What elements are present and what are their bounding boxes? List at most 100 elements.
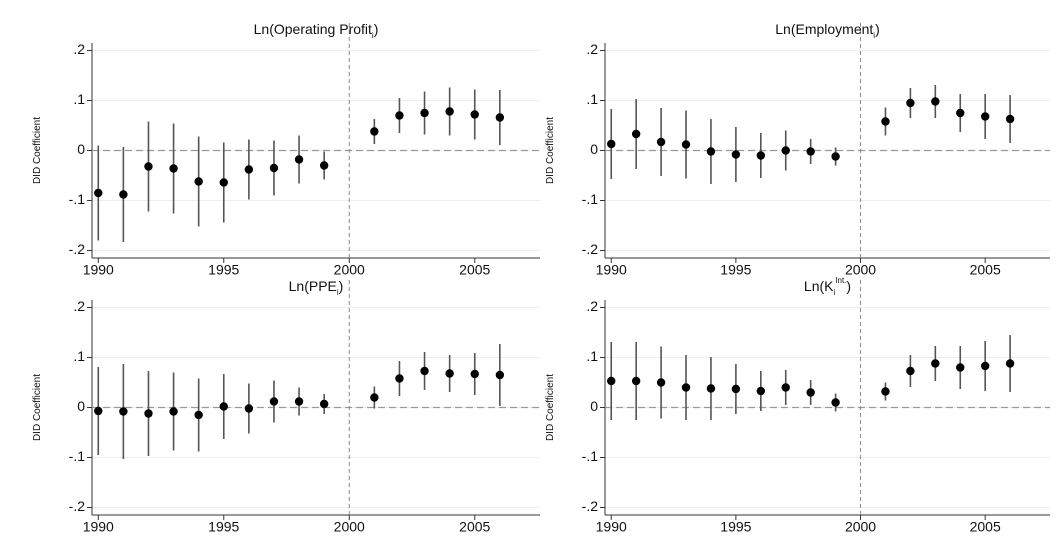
panel: -.2 -.1 0 .1 .2 1990 1995 2000 2005 Ln(PPEi) DID C… bbox=[32, 278, 540, 535]
point bbox=[169, 407, 178, 416]
point bbox=[269, 163, 279, 173]
x-tick-label: 1990 bbox=[596, 262, 627, 278]
title-text: Ln(Employment bbox=[775, 21, 873, 37]
y-tick-label: -.1 bbox=[69, 448, 86, 464]
point bbox=[319, 399, 329, 409]
point bbox=[319, 161, 329, 170]
panel-title: Ln(Ki Int.) bbox=[804, 276, 851, 297]
x-tick-label: 2005 bbox=[459, 519, 490, 535]
panel-title: Ln(PPEi) bbox=[289, 278, 344, 297]
panel-title: Ln(Employmenti) bbox=[775, 21, 880, 40]
title-text: Ln(K bbox=[804, 278, 834, 294]
y-tick-label: .2 bbox=[586, 41, 598, 57]
y-axis-label: DID Coefficient bbox=[32, 374, 43, 441]
x-tick-label: 2000 bbox=[334, 519, 365, 535]
x-tick-label: 2005 bbox=[970, 262, 1001, 278]
y-tick-label: -.1 bbox=[69, 191, 86, 207]
x-tick-label: 2005 bbox=[459, 262, 490, 278]
point bbox=[294, 155, 304, 164]
point bbox=[906, 98, 915, 108]
panel: -.2 -.1 0 .1 .2 1990 1995 2000 2005 Ln(Ki Int.) DID… bbox=[545, 276, 1050, 535]
y-tick-label: -.2 bbox=[582, 498, 599, 514]
y-tick-label: 0 bbox=[590, 398, 598, 414]
point bbox=[881, 387, 890, 396]
point bbox=[656, 378, 666, 387]
point bbox=[681, 140, 691, 149]
point bbox=[681, 383, 691, 392]
point bbox=[956, 363, 965, 372]
x-tick-label: 1995 bbox=[208, 519, 239, 535]
y-tick-label: 0 bbox=[77, 398, 85, 414]
point bbox=[395, 374, 404, 383]
point bbox=[194, 177, 203, 186]
point bbox=[94, 406, 103, 416]
point bbox=[144, 162, 153, 171]
y-axis-label: DID Coefficient bbox=[32, 117, 43, 184]
point bbox=[445, 107, 454, 116]
point bbox=[706, 147, 716, 156]
x-tick-label: 2000 bbox=[334, 262, 365, 278]
title-end: ) bbox=[339, 278, 344, 294]
y-tick-label: .1 bbox=[73, 91, 85, 107]
point bbox=[980, 361, 990, 371]
point bbox=[980, 112, 990, 121]
y-tick-label: .1 bbox=[586, 91, 598, 107]
panel-title: Ln(Operating Profiti) bbox=[254, 21, 379, 40]
x-tick-label: 1990 bbox=[596, 519, 627, 535]
y-tick-label: 0 bbox=[590, 141, 598, 157]
title-end: ) bbox=[846, 278, 851, 294]
y-tick-label: 0 bbox=[77, 141, 85, 157]
point bbox=[607, 376, 616, 386]
x-tick-label: 2000 bbox=[845, 519, 876, 535]
point bbox=[656, 137, 666, 147]
point bbox=[731, 384, 741, 394]
point bbox=[244, 404, 254, 413]
point bbox=[119, 190, 128, 199]
title-superscript: Int. bbox=[835, 276, 846, 285]
point bbox=[219, 402, 228, 411]
point bbox=[470, 369, 479, 379]
point bbox=[144, 409, 153, 418]
y-tick-label: .1 bbox=[586, 348, 598, 364]
point bbox=[244, 165, 254, 174]
title-subscript: i bbox=[873, 31, 875, 40]
point bbox=[781, 146, 790, 155]
point bbox=[445, 369, 454, 378]
point bbox=[806, 147, 815, 156]
point bbox=[881, 117, 890, 126]
title-end: ) bbox=[374, 21, 379, 37]
title-end: ) bbox=[875, 21, 880, 37]
x-tick-label: 2005 bbox=[970, 519, 1001, 535]
y-tick-label: -.2 bbox=[69, 241, 86, 257]
panel: -.2 -.1 0 .1 .2 1990 1995 2000 2005 Ln(Operating … bbox=[32, 21, 540, 278]
title-subscript: i bbox=[337, 288, 339, 297]
point bbox=[219, 178, 228, 187]
y-tick-label: -.1 bbox=[582, 191, 599, 207]
point bbox=[119, 407, 128, 416]
point bbox=[194, 410, 203, 420]
point bbox=[294, 397, 304, 406]
point bbox=[607, 139, 616, 149]
title-subscript: i bbox=[834, 288, 836, 297]
y-tick-label: .2 bbox=[73, 298, 85, 314]
point bbox=[931, 97, 940, 106]
title-text: Ln(Operating Profit bbox=[254, 21, 372, 37]
y-tick-label: -.1 bbox=[582, 448, 599, 464]
point bbox=[94, 188, 103, 198]
point bbox=[169, 164, 178, 173]
point bbox=[906, 366, 915, 376]
panel: -.2 -.1 0 .1 .2 1990 1995 2000 2005 Ln(Employment… bbox=[545, 21, 1050, 278]
point bbox=[420, 108, 429, 118]
point bbox=[395, 111, 404, 120]
y-tick-label: .2 bbox=[73, 41, 85, 57]
point bbox=[831, 152, 840, 161]
point bbox=[756, 151, 766, 160]
x-tick-label: 1995 bbox=[720, 519, 751, 535]
point bbox=[370, 127, 379, 136]
point bbox=[370, 393, 379, 402]
y-tick-label: -.2 bbox=[582, 241, 599, 257]
title-subscript: i bbox=[372, 31, 374, 40]
title-text: Ln(PPE bbox=[289, 278, 337, 294]
x-tick-label: 1995 bbox=[720, 262, 751, 278]
